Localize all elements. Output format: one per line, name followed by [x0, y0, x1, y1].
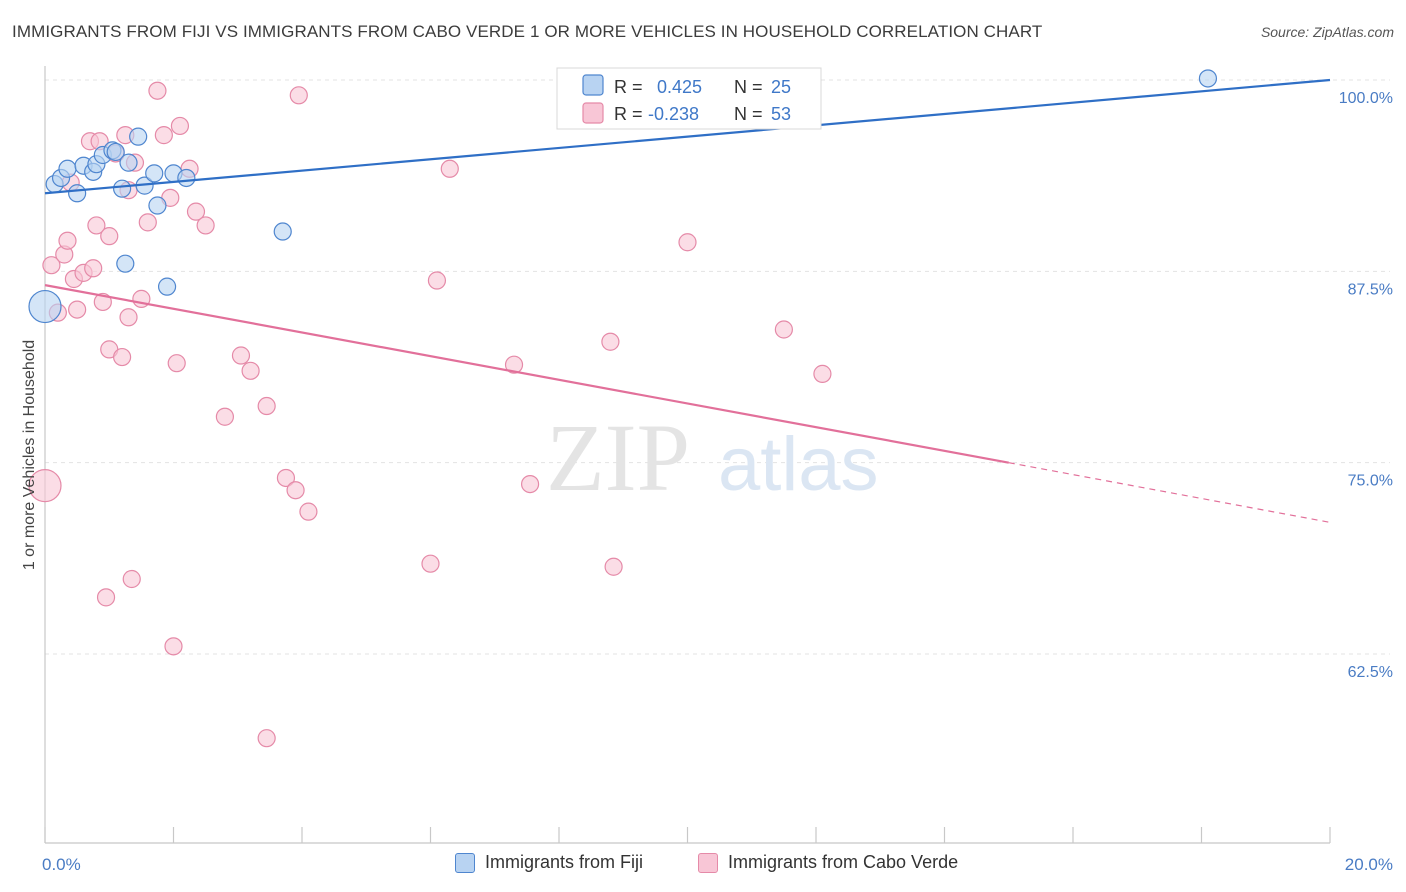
cabo-point-37	[257, 396, 276, 416]
fiji-trend-line	[44, 78, 1331, 195]
cabo-point-10	[87, 216, 106, 235]
watermark-atlas: atlas	[718, 422, 879, 507]
legend-n-value-fiji: 25	[771, 77, 791, 97]
cabo-point-29	[167, 354, 186, 373]
legend-n-label-fiji: N =	[734, 77, 763, 97]
cabo-point-35	[231, 346, 251, 365]
cabo-point-0	[42, 256, 61, 275]
cabo-point-48	[601, 332, 620, 351]
bottom-legend-item-cabo: Immigrants from Cabo Verde	[698, 852, 958, 873]
y-tick-label-1: 87.5%	[1348, 281, 1393, 298]
fiji-point-17	[157, 277, 177, 296]
bottom-legend-label-cabo: Immigrants from Cabo Verde	[728, 852, 959, 872]
legend-swatch-cabo	[582, 102, 604, 124]
legend-r-label-cabo: R =	[614, 104, 643, 124]
cabo-point-15	[100, 227, 119, 246]
cabo-point-41	[289, 86, 308, 105]
legend-n-value-cabo: 53	[771, 104, 791, 124]
legend-n-label-cabo: N =	[734, 104, 763, 124]
cabo-point-17	[112, 347, 132, 367]
fiji-point-16	[148, 196, 167, 215]
cabo-point-51	[774, 320, 793, 339]
cabo-point-33	[196, 216, 215, 235]
cabo-point-44	[427, 271, 447, 290]
y-tick-label-2: 75.0%	[1348, 473, 1393, 490]
bottom-legend-item-fiji: Immigrants from Fiji	[455, 852, 643, 873]
bottom-legend-swatch-cabo	[698, 852, 718, 873]
y-tick-label-3: 62.5%	[1348, 664, 1393, 681]
tick-labels: 100.0% 87.5% 75.0% 62.5% 0.0% 20.0%	[42, 90, 1393, 874]
axes	[44, 66, 1331, 844]
cabo-point-25	[148, 81, 167, 100]
fiji-point-11	[116, 254, 135, 273]
cabo-point-49	[604, 557, 623, 576]
cabo-point-26	[154, 126, 173, 145]
cabo-point-53	[28, 469, 62, 503]
cabo-point-9	[84, 259, 103, 278]
cabo-point-28	[164, 637, 183, 656]
data-points	[28, 69, 1218, 748]
x-tick-label-0: 0.0%	[42, 855, 81, 874]
legend-swatch-fiji	[582, 74, 604, 96]
fiji-point-15	[145, 164, 164, 183]
cabo-point-30	[170, 116, 190, 136]
cabo-point-34	[215, 407, 234, 426]
fiji-point-10	[112, 179, 132, 198]
cabo-point-45	[440, 159, 459, 178]
cabo-point-24	[138, 213, 157, 232]
fiji-point-3	[68, 184, 87, 203]
fiji-point-12	[119, 153, 138, 172]
fiji-point-21	[1198, 69, 1218, 88]
cabo-trend-line-dashed	[1008, 462, 1331, 523]
cabo-point-3	[58, 231, 77, 250]
legend-r-label-fiji: R =	[614, 77, 643, 97]
fiji-point-13	[129, 127, 148, 146]
bottom-legend-swatch-fiji	[455, 852, 475, 873]
fiji-point-22	[28, 289, 62, 324]
fiji-point-19	[177, 168, 196, 188]
legend-box: R = 0.425 N = 25 R = -0.238 N = 53	[556, 67, 822, 130]
trend-lines	[44, 78, 1331, 523]
cabo-point-21	[122, 569, 141, 589]
fiji-point-9	[106, 142, 125, 162]
cabo-point-52	[813, 364, 832, 383]
bottom-legend-label-fiji: Immigrants from Fiji	[485, 852, 644, 872]
legend-r-value-fiji: 0.425	[657, 77, 702, 97]
legend-r-value-cabo: -0.238	[648, 104, 699, 124]
watermark-zip: ZIP	[546, 404, 690, 511]
cabo-point-6	[68, 300, 87, 319]
fiji-point-20	[273, 222, 292, 241]
bottom-legend: Immigrants from Fiji Immigrants from Cab…	[0, 852, 1406, 878]
cabo-point-20	[119, 308, 138, 327]
cabo-point-42	[299, 502, 318, 521]
cabo-point-43	[421, 554, 440, 573]
cabo-point-36	[241, 361, 260, 380]
cabo-point-40	[286, 481, 305, 500]
y-axis-title: 1 or more Vehicles in Household	[21, 340, 38, 570]
cabo-point-32	[186, 202, 206, 221]
cabo-point-38	[257, 729, 276, 748]
cabo-point-12	[93, 292, 112, 312]
y-tick-label-0: 100.0%	[1339, 90, 1393, 107]
cabo-point-39	[276, 468, 296, 488]
x-tick-label-1: 20.0%	[1345, 855, 1393, 874]
cabo-point-13	[96, 588, 116, 607]
cabo-point-50	[678, 233, 697, 252]
chart-title: IMMIGRANTS FROM FIJI VS IMMIGRANTS FROM …	[12, 22, 1043, 41]
cabo-point-47	[520, 474, 540, 494]
source-credit: Source: ZipAtlas.com	[1260, 24, 1394, 40]
fiji-point-2	[58, 159, 77, 178]
cabo-trend-line	[44, 284, 1009, 464]
cabo-point-46	[504, 355, 524, 374]
